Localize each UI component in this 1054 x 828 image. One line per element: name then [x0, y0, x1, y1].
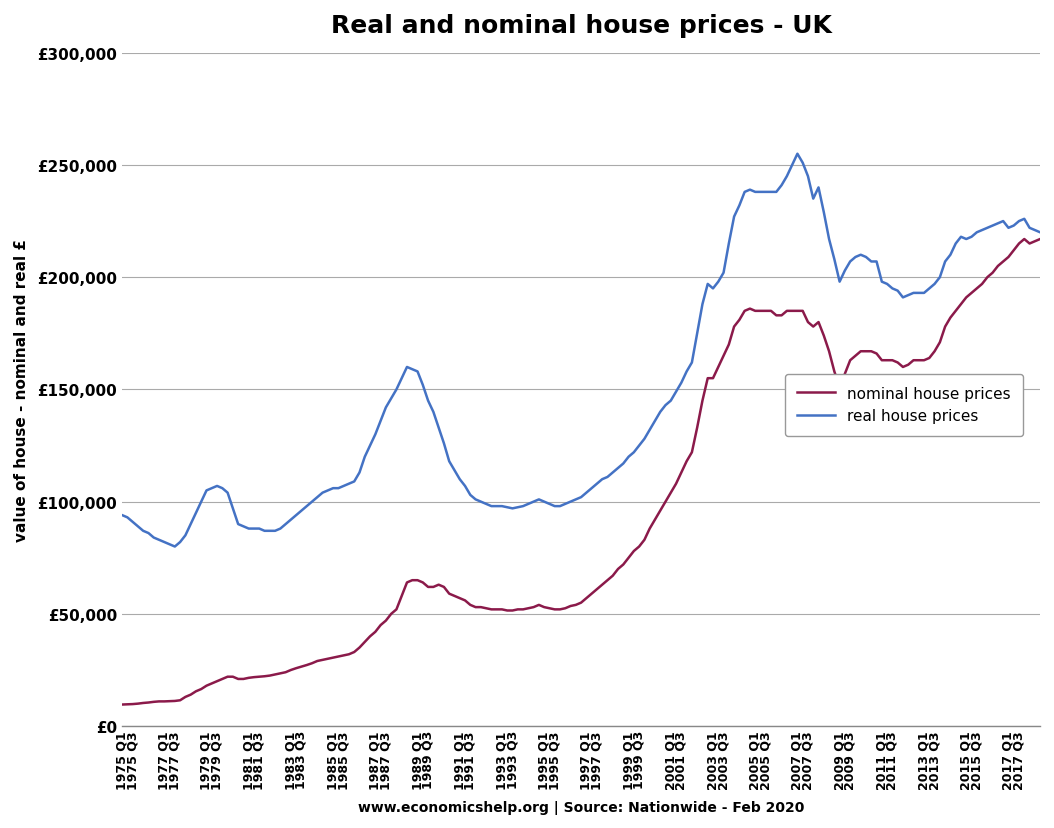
real house prices: [902, 291, 915, 301]
real house prices: [722, 239, 735, 249]
nominal house prices: [379, 616, 392, 626]
Title: Real and nominal house prices - UK: Real and nominal house prices - UK: [331, 14, 832, 38]
real house prices: [792, 150, 804, 160]
Line: nominal house prices: nominal house prices: [122, 240, 1040, 705]
Legend: nominal house prices, real house prices: nominal house prices, real house prices: [785, 374, 1023, 436]
real house prices: [116, 511, 129, 521]
nominal house prices: [437, 582, 450, 592]
Y-axis label: value of house - nominal and real £: value of house - nominal and real £: [14, 238, 28, 542]
real house prices: [385, 394, 397, 404]
nominal house prices: [797, 306, 809, 316]
X-axis label: www.economicshelp.org | Source: Nationwide - Feb 2020: www.economicshelp.org | Source: Nationwi…: [358, 800, 804, 814]
nominal house prices: [116, 700, 129, 710]
nominal house prices: [1018, 235, 1031, 245]
nominal house prices: [892, 358, 904, 368]
Line: real house prices: real house prices: [122, 155, 1040, 546]
real house prices: [169, 542, 181, 551]
nominal house prices: [1034, 235, 1047, 245]
nominal house prices: [717, 351, 729, 361]
nominal house prices: [190, 686, 202, 696]
real house prices: [443, 457, 455, 467]
real house prices: [807, 195, 820, 205]
real house prices: [195, 497, 208, 507]
real house prices: [1034, 228, 1047, 238]
